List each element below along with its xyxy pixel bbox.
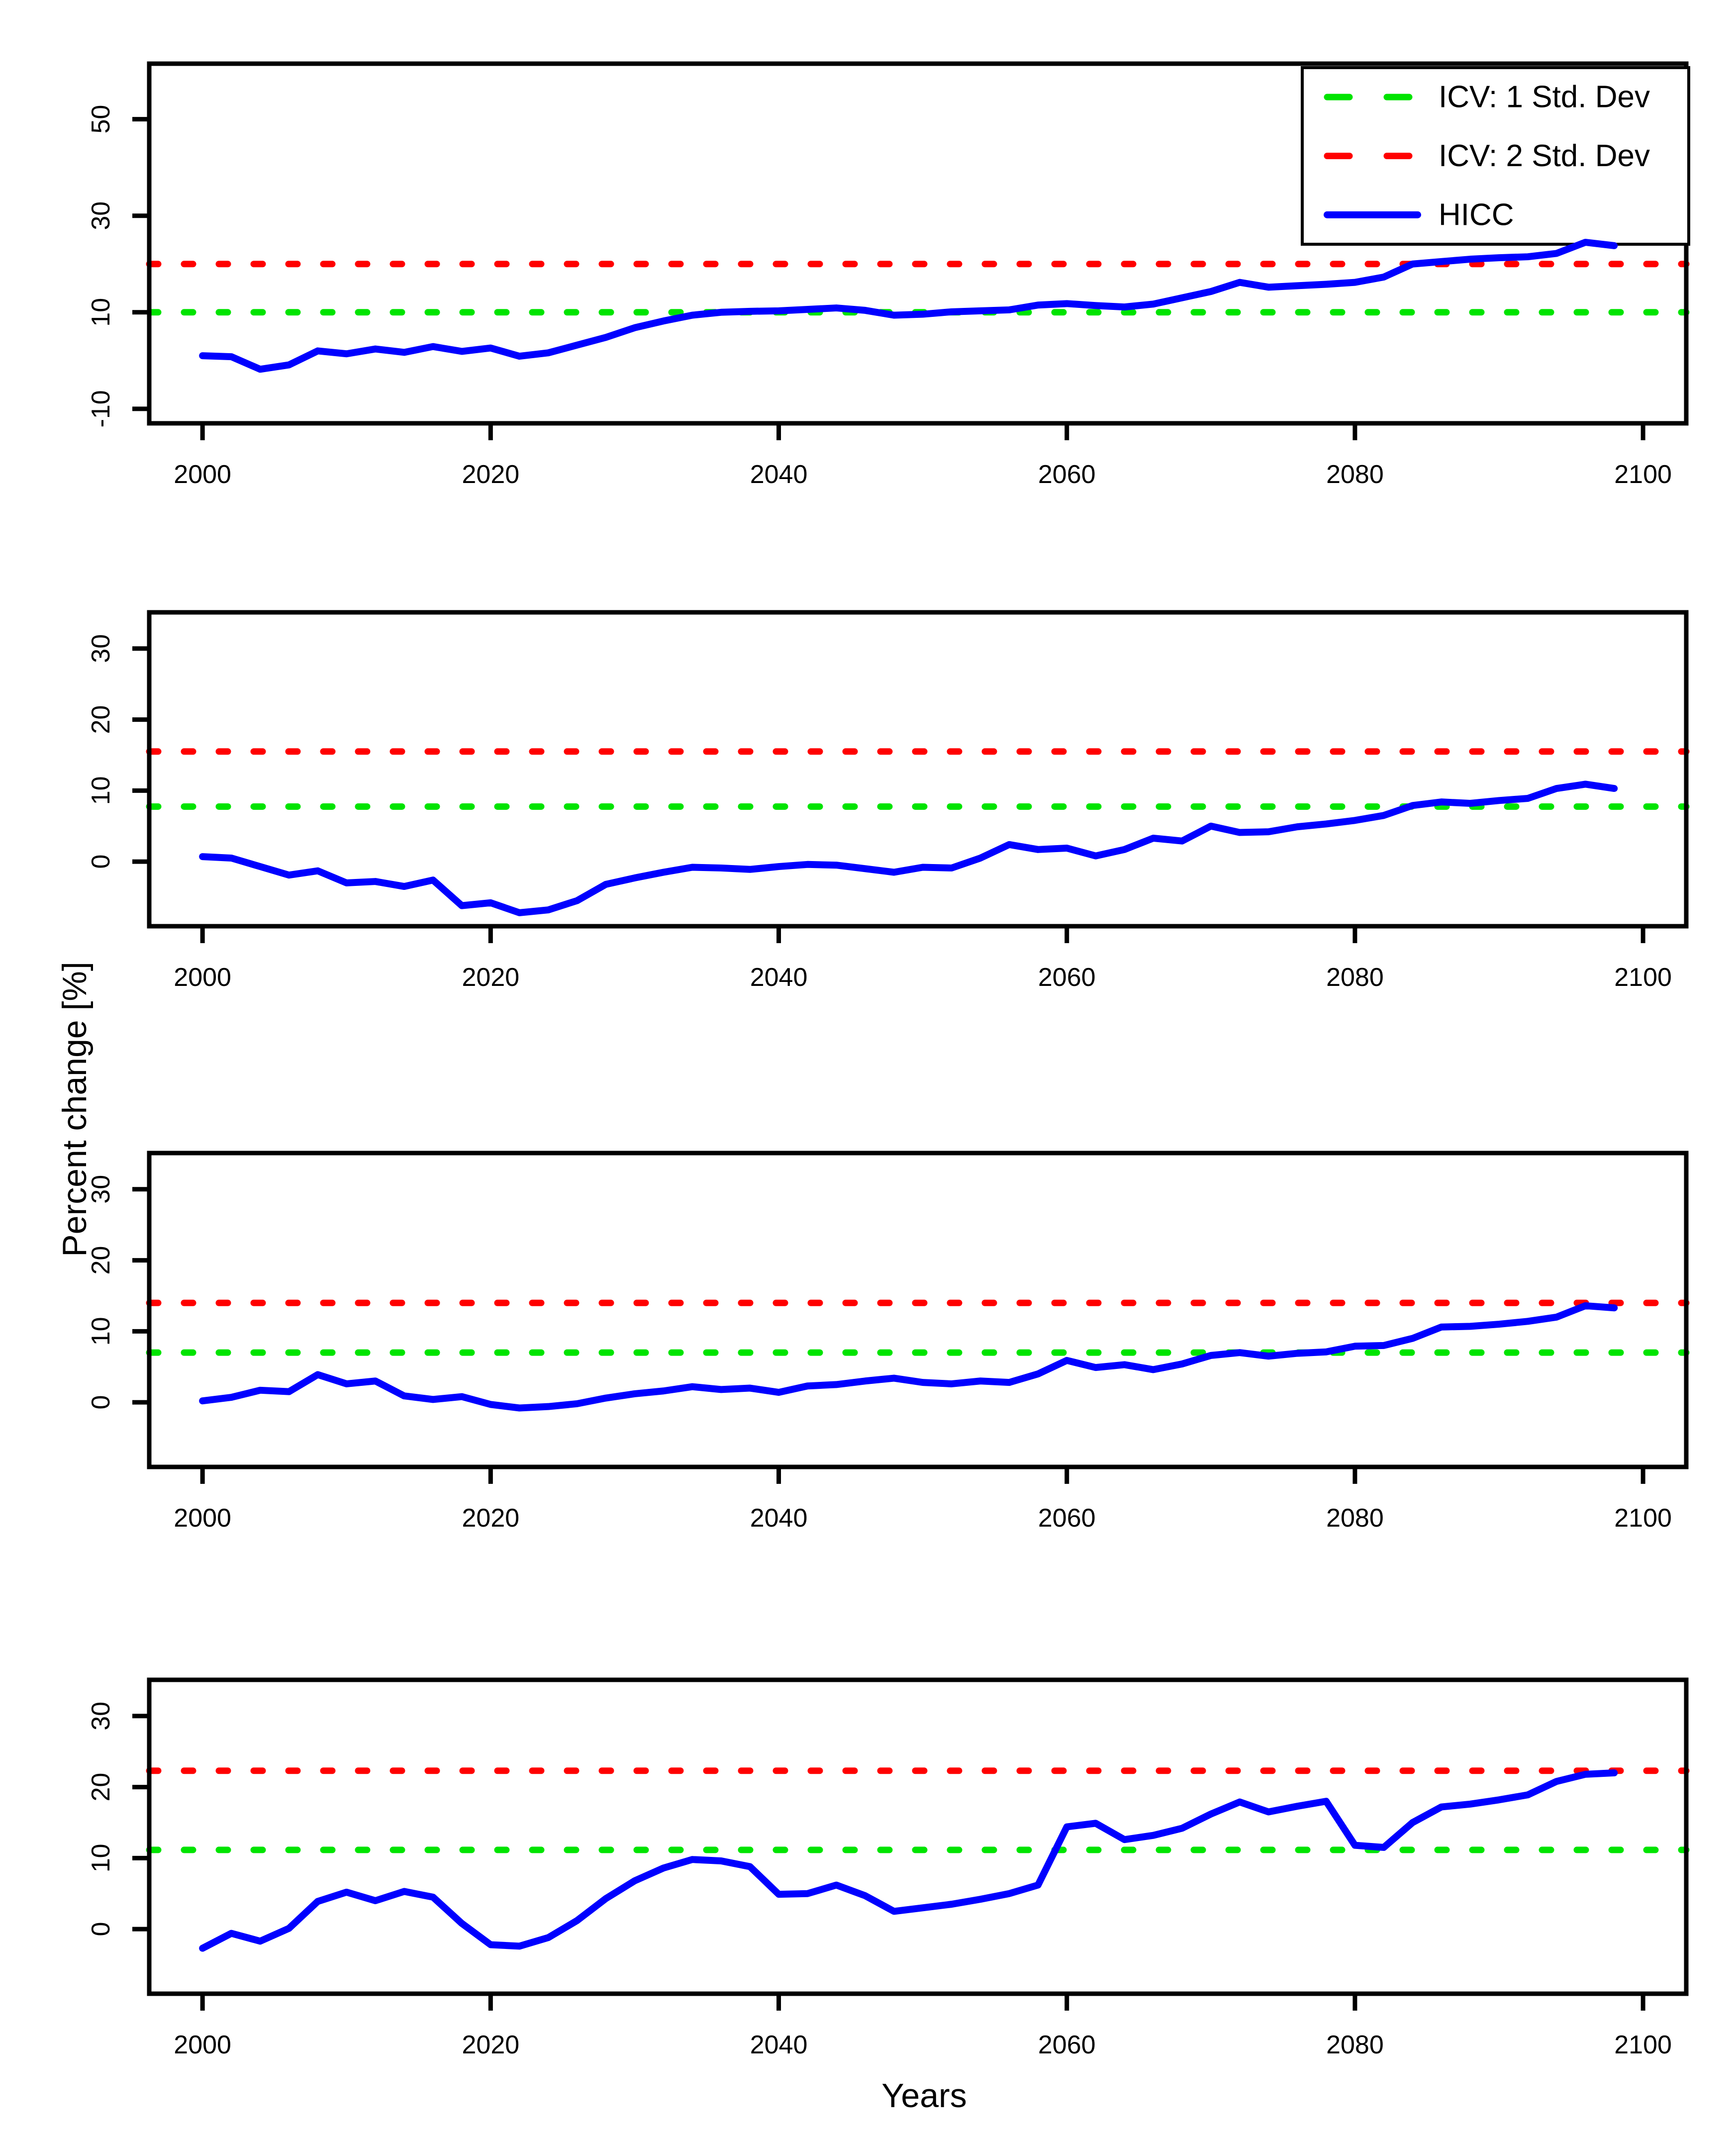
x-tick-label: 2040 (750, 1504, 808, 1533)
x-tick-label: 2000 (174, 1504, 231, 1533)
x-tick-label: 2000 (174, 2031, 231, 2059)
x-tick-label: 2020 (462, 963, 520, 992)
hicc-line (199, 1769, 1618, 1952)
x-tick-label: 2040 (750, 963, 808, 992)
y-tick-label: 30 (87, 1702, 115, 1731)
plot-box (147, 1151, 1689, 1469)
x-tick-label: 2060 (1038, 1504, 1096, 1533)
y-tick-label: 10 (87, 776, 115, 805)
plot-box (147, 610, 1689, 929)
y-tick-label: 0 (87, 1922, 115, 1937)
x-tick-label: 2080 (1326, 2031, 1384, 2059)
y-tick-label: 10 (87, 1317, 115, 1346)
x-tick-label: 2020 (462, 460, 520, 489)
y-tick-label: 30 (87, 634, 115, 663)
x-tick-label: 2060 (1038, 2031, 1096, 2059)
y-axis-title: Percent change [%] (56, 962, 94, 1257)
x-tick-label: 2040 (750, 2031, 808, 2059)
x-tick-label: 2080 (1326, 1504, 1384, 1533)
y-tick-label: 20 (87, 705, 115, 734)
x-tick-label: 2100 (1614, 1504, 1672, 1533)
x-tick-label: 2020 (462, 2031, 520, 2059)
y-tick-label: 30 (87, 201, 115, 230)
y-tick-label: 10 (87, 298, 115, 327)
legend-label-3: HICC (1439, 197, 1514, 232)
y-tick-label: 0 (87, 855, 115, 869)
legend-label-1: ICV: 1 Std. Dev (1439, 80, 1650, 114)
panel-3: 2000 2020 2040 2060 2080 2100 0 10 20 30 (87, 1151, 1690, 1533)
x-tick-label: 2100 (1614, 963, 1672, 992)
y-tick-label: 50 (87, 105, 115, 134)
y-tick-label: -10 (87, 390, 115, 427)
hicc-line (199, 1302, 1618, 1412)
y-tick-label: 30 (87, 1175, 115, 1204)
x-tick-label: 2020 (462, 1504, 520, 1533)
y-tick-label: 20 (87, 1246, 115, 1275)
x-axis-title: Years (881, 2077, 966, 2115)
legend: ICV: 1 Std. Dev ICV: 2 Std. Dev HICC (1301, 66, 1690, 246)
y-tick-label: 20 (87, 1773, 115, 1802)
panel-4: 2000 2020 2040 2060 2080 2100 0 10 20 30 (87, 1677, 1690, 2059)
x-tick-label: 2100 (1614, 460, 1672, 489)
hicc-line (199, 780, 1618, 916)
legend-label-2: ICV: 2 Std. Dev (1439, 139, 1650, 173)
plot-box (147, 1677, 1689, 1996)
x-tick-label: 2000 (174, 963, 231, 992)
panel-2: 2000 2020 2040 2060 2080 2100 0 10 20 30 (87, 610, 1690, 992)
x-tick-label: 2040 (750, 460, 808, 489)
panel-1: 2000 2020 2040 2060 2080 2100 -10 10 30 50 ICV: 1 … (87, 61, 1690, 489)
x-tick-label: 2060 (1038, 460, 1096, 489)
y-tick-label: 0 (87, 1395, 115, 1410)
x-tick-label: 2100 (1614, 2031, 1672, 2059)
x-tick-label: 2080 (1326, 963, 1384, 992)
y-tick-label: 10 (87, 1843, 115, 1872)
x-tick-label: 2000 (174, 460, 231, 489)
x-tick-label: 2080 (1326, 460, 1384, 489)
hicc-line (199, 239, 1618, 373)
x-tick-label: 2060 (1038, 963, 1096, 992)
